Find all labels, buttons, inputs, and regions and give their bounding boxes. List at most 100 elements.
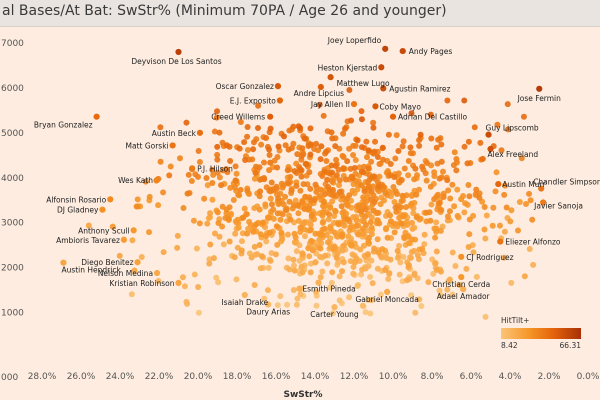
x-tick-label: 14.0% xyxy=(301,372,330,382)
scatter-point xyxy=(307,221,314,228)
scatter-point xyxy=(85,222,92,229)
scatter-point xyxy=(340,259,347,266)
scatter-point xyxy=(400,254,407,261)
scatter-point xyxy=(501,254,508,261)
scatter-point xyxy=(155,202,162,209)
scatter-point xyxy=(395,148,402,155)
scatter-point xyxy=(313,302,320,309)
scatter-point xyxy=(184,190,191,197)
scatter-point xyxy=(439,168,446,175)
scatter-point-labeled xyxy=(169,142,176,149)
scatter-point xyxy=(436,175,443,182)
point-label: Heston Kjerstad xyxy=(318,63,378,72)
scatter-point xyxy=(263,238,270,245)
scatter-point xyxy=(433,144,440,151)
point-label: Chandler Simpson xyxy=(533,178,600,187)
scatter-point xyxy=(382,190,389,197)
scatter-point xyxy=(502,182,509,189)
scatter-point xyxy=(211,128,218,135)
scatter-point xyxy=(256,164,263,171)
scatter-point xyxy=(285,255,292,262)
scatter-point xyxy=(339,233,346,240)
scatter-point xyxy=(236,145,243,152)
scatter-point xyxy=(293,248,300,255)
scatter-point xyxy=(370,119,377,126)
scatter-point xyxy=(251,282,258,289)
scatter-point xyxy=(238,247,245,254)
scatter-point xyxy=(380,156,387,163)
scatter-point xyxy=(211,230,218,237)
point-label: Javier Sanoja xyxy=(533,201,583,210)
scatter-point xyxy=(428,201,435,208)
scatter-point xyxy=(250,139,257,146)
scatter-point xyxy=(501,191,508,198)
scatter-point xyxy=(335,221,342,228)
scatter-point xyxy=(329,178,336,185)
scatter-point xyxy=(433,248,440,255)
scatter-point xyxy=(477,139,484,146)
scatter-point xyxy=(375,183,382,190)
scatter-point xyxy=(493,169,500,176)
scatter-point xyxy=(407,150,414,157)
scatter-point xyxy=(358,168,365,175)
scatter-point xyxy=(206,256,213,263)
scatter-point xyxy=(504,101,511,108)
scatter-point xyxy=(252,169,259,176)
scatter-point xyxy=(377,201,384,208)
scatter-point xyxy=(206,260,213,267)
scatter-point xyxy=(323,148,330,155)
scatter-point xyxy=(521,273,528,280)
scatter-point xyxy=(258,253,265,260)
scatter-point xyxy=(526,246,533,253)
scatter-point xyxy=(430,270,437,277)
scatter-point xyxy=(362,309,369,316)
scatter-point xyxy=(433,228,440,235)
scatter-point xyxy=(274,241,281,248)
scatter-point xyxy=(419,245,426,252)
scatter-point xyxy=(331,212,338,219)
scatter-point xyxy=(277,293,284,300)
scatter-point xyxy=(529,216,536,223)
scatter-point xyxy=(427,183,434,190)
scatter-point xyxy=(369,280,376,287)
scatter-point xyxy=(232,177,239,184)
scatter-point xyxy=(433,219,440,226)
scatter-point xyxy=(371,148,378,155)
scatter-point xyxy=(256,193,263,200)
scatter-point xyxy=(313,288,320,295)
scatter-point xyxy=(242,156,249,163)
scatter-point xyxy=(307,151,314,158)
scatter-point-labeled xyxy=(372,103,379,110)
scatter-point xyxy=(207,210,214,217)
scatter-point xyxy=(325,183,332,190)
scatter-point xyxy=(277,216,284,223)
point-label: Eliezer Alfonzo xyxy=(505,238,561,247)
scatter-point xyxy=(338,203,345,210)
scatter-point xyxy=(244,147,251,154)
scatter-point xyxy=(329,169,336,176)
scatter-point-labeled xyxy=(130,227,137,234)
scatter-point xyxy=(355,222,362,229)
scatter-point xyxy=(298,173,305,180)
scatter-point xyxy=(405,172,412,179)
scatter-point xyxy=(265,264,272,271)
scatter-point xyxy=(317,156,324,163)
scatter-point xyxy=(325,239,332,246)
scatter-point xyxy=(275,195,282,202)
scatter-point xyxy=(308,211,315,218)
scatter-point xyxy=(274,210,281,217)
scatter-point xyxy=(248,254,255,261)
point-label: Diego Benitez xyxy=(81,258,133,267)
scatter-point xyxy=(331,245,338,252)
scatter-point xyxy=(282,142,289,149)
scatter-point xyxy=(456,281,463,288)
scatter-point xyxy=(209,166,216,173)
scatter-point xyxy=(237,186,244,193)
scatter-point xyxy=(433,266,440,273)
scatter-plot[interactable]: 7000 6000 5000 4000 3000 2000 1000 000 28.0% 26.0… xyxy=(0,26,600,400)
scatter-point xyxy=(270,206,277,213)
scatter-point xyxy=(261,174,268,181)
scatter-point xyxy=(231,184,238,191)
scatter-point xyxy=(128,291,135,298)
scatter-point xyxy=(413,191,420,198)
